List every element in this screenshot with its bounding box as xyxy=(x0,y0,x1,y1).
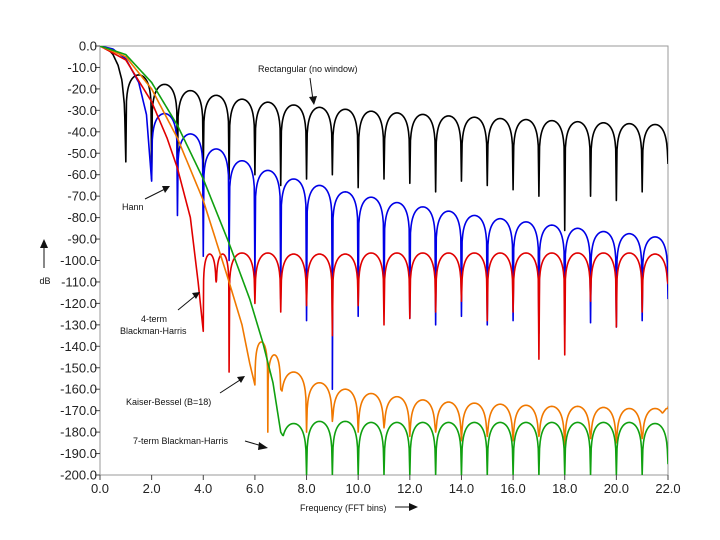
y-tick-label: -40.0 xyxy=(67,124,97,139)
y-axis-arrow-head xyxy=(40,239,48,248)
x-tick-label: 12.0 xyxy=(397,481,422,496)
series-line-4-term-blackman-harris xyxy=(100,46,668,373)
annotations: Rectangular (no window) Hann 4-term Blac… xyxy=(120,64,358,450)
y-tick-label: -20.0 xyxy=(67,81,97,96)
annotation-bh4-line2: Blackman-Harris xyxy=(120,326,187,336)
annotation-bh4-arrow xyxy=(177,295,196,311)
y-tick-label: -10.0 xyxy=(67,60,97,75)
x-tick-label: 16.0 xyxy=(500,481,525,496)
x-tick-label: 10.0 xyxy=(346,481,371,496)
series-line-kaiser-bessel-b-18 xyxy=(100,46,668,446)
x-tick-label: 8.0 xyxy=(298,481,316,496)
y-tick-label: -90.0 xyxy=(67,232,97,247)
series-line-7-term-blackman-harris xyxy=(100,46,668,475)
y-tick-label: -130.0 xyxy=(60,317,97,332)
annotation-hann-arrowhead xyxy=(162,186,170,193)
x-tick-label: 4.0 xyxy=(194,481,212,496)
y-tick-label: -110.0 xyxy=(61,274,97,289)
x-axis-label-group: Frequency (FFT bins) xyxy=(300,503,418,513)
x-tick-label: 6.0 xyxy=(246,481,264,496)
y-tick-label: -100.0 xyxy=(60,253,97,268)
y-tick-label: -200.0 xyxy=(60,468,97,483)
y-tick-label: -160.0 xyxy=(60,382,97,397)
x-tick-label: 14.0 xyxy=(449,481,474,496)
y-tick-label: -80.0 xyxy=(67,210,97,225)
y-tick-label: -140.0 xyxy=(60,339,97,354)
annotation-rectangular-arrowhead xyxy=(309,96,317,105)
y-tick-label: -170.0 xyxy=(60,403,97,418)
series-lines xyxy=(100,46,668,475)
annotation-rectangular: Rectangular (no window) xyxy=(258,64,358,74)
annotation-rectangular-arrow xyxy=(309,77,314,101)
y-tick-label: -190.0 xyxy=(60,446,97,461)
series-line-rectangular-no-window xyxy=(100,46,668,232)
annotation-kaiser-arrow xyxy=(219,379,241,394)
annotation-bh7-arrowhead xyxy=(258,442,268,450)
y-tick-label: 0.0 xyxy=(79,39,97,54)
x-tick-label: 20.0 xyxy=(604,481,629,496)
x-tick-label: 0.0 xyxy=(91,481,109,496)
y-tick-label: -50.0 xyxy=(67,146,97,161)
annotation-bh4-line1: 4-term xyxy=(141,314,167,324)
y-tick-label: -70.0 xyxy=(67,189,97,204)
annotation-kaiser-arrowhead xyxy=(237,376,245,383)
x-axis-ticks: 0.0 2.0 4.0 6.0 8.0 10.0 12.0 14.0 16.0 18.0 20.0 2… xyxy=(91,475,681,496)
x-axis-label: Frequency (FFT bins) xyxy=(300,503,386,513)
y-axis-ticks: 0.0 -10.0 -20.0 -30.0 -40.0 -50.0 -60.0 -70.0 -8… xyxy=(60,39,100,483)
annotation-kaiser: Kaiser-Bessel (B=18) xyxy=(126,397,211,407)
y-tick-label: -120.0 xyxy=(60,296,97,311)
annotation-hann: Hann xyxy=(122,202,144,212)
y-axis-label-group: dB xyxy=(39,239,51,286)
y-tick-label: -150.0 xyxy=(60,360,97,375)
y-axis-label: dB xyxy=(39,276,50,286)
y-tick-label: -180.0 xyxy=(60,425,97,440)
annotation-bh7: 7-term Blackman-Harris xyxy=(133,436,229,446)
annotation-bh4-arrowhead xyxy=(192,292,200,299)
x-tick-label: 18.0 xyxy=(552,481,577,496)
x-axis-arrow-head xyxy=(409,503,418,511)
annotation-hann-arrow xyxy=(144,188,166,200)
x-tick-label: 2.0 xyxy=(143,481,161,496)
x-tick-label: 22.0 xyxy=(655,481,680,496)
y-tick-label: -30.0 xyxy=(67,103,97,118)
y-tick-label: -60.0 xyxy=(67,167,97,182)
